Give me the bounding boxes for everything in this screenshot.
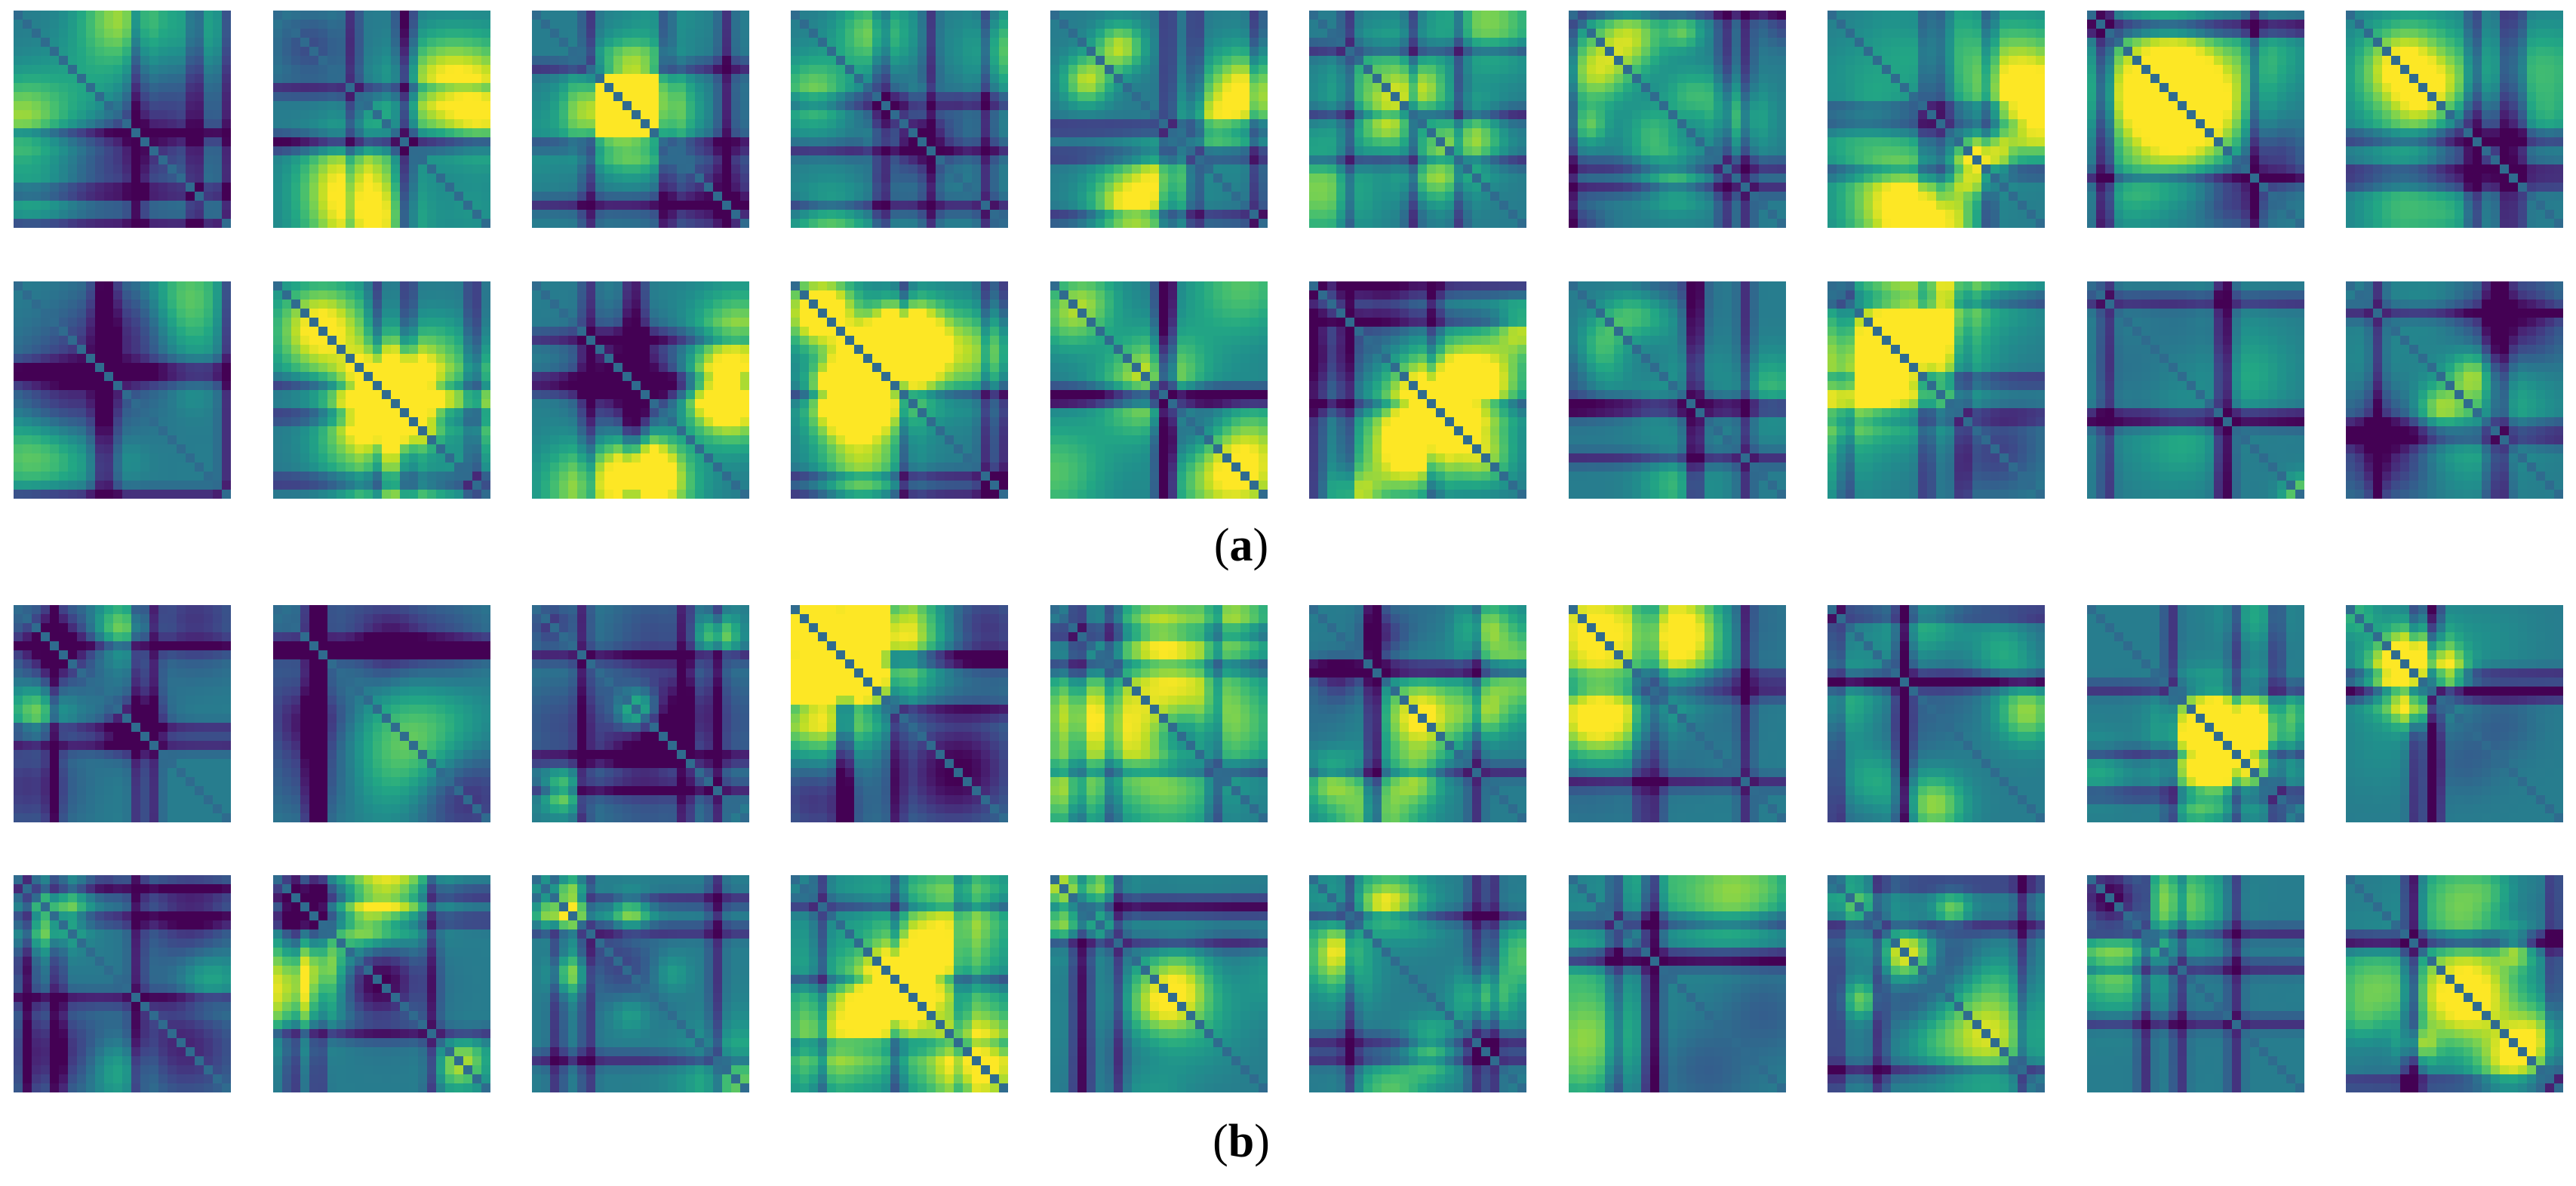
panel-a-caption: (a) — [1166, 522, 1317, 569]
heatmap-tile-a-r2-c7 — [1569, 281, 1786, 499]
heatmap-tile-a-r2-c10 — [2346, 281, 2563, 499]
heatmap-tile-a-r2-c3 — [532, 281, 749, 499]
heatmap-tile-a-r2-c4 — [791, 281, 1008, 499]
heatmap-tile-b-r2-c4 — [791, 875, 1008, 1092]
heatmap-tile-a-r2-c9 — [2087, 281, 2304, 499]
heatmap-tile-b-r2-c6 — [1309, 875, 1526, 1092]
heatmap-tile-b-r2-c8 — [1827, 875, 2045, 1092]
heatmap-tile-a-r1-c8 — [1827, 11, 2045, 228]
heatmap-tile-b-r1-c7 — [1569, 605, 1786, 822]
heatmap-tile-a-r2-c5 — [1050, 281, 1268, 499]
heatmap-tile-a-r2-c2 — [273, 281, 490, 499]
heatmap-tile-b-r2-c2 — [273, 875, 490, 1092]
heatmap-tile-b-r1-c8 — [1827, 605, 2045, 822]
heatmap-tile-a-r2-c1 — [14, 281, 231, 499]
heatmap-tile-a-r1-c10 — [2346, 11, 2563, 228]
heatmap-tile-b-r1-c1 — [14, 605, 231, 822]
heatmap-tile-a-r2-c6 — [1309, 281, 1526, 499]
heatmap-tile-b-r2-c9 — [2087, 875, 2304, 1092]
heatmap-tile-b-r2-c10 — [2346, 875, 2563, 1092]
heatmap-tile-b-r2-c7 — [1569, 875, 1786, 1092]
heatmap-tile-b-r1-c2 — [273, 605, 490, 822]
panel-b-caption: (b) — [1166, 1118, 1317, 1165]
heatmap-tile-b-r1-c4 — [791, 605, 1008, 822]
heatmap-tile-a-r1-c4 — [791, 11, 1008, 228]
heatmap-tile-b-r1-c9 — [2087, 605, 2304, 822]
heatmap-tile-a-r2-c8 — [1827, 281, 2045, 499]
heatmap-tile-b-r1-c6 — [1309, 605, 1526, 822]
heatmap-tile-a-r1-c5 — [1050, 11, 1268, 228]
heatmap-tile-a-r1-c6 — [1309, 11, 1526, 228]
heatmap-tile-b-r1-c3 — [532, 605, 749, 822]
heatmap-tile-b-r1-c10 — [2346, 605, 2563, 822]
heatmap-tile-b-r2-c1 — [14, 875, 231, 1092]
heatmap-tile-a-r1-c9 — [2087, 11, 2304, 228]
heatmap-tile-b-r1-c5 — [1050, 605, 1268, 822]
heatmap-tile-a-r1-c1 — [14, 11, 231, 228]
heatmap-tile-b-r2-c3 — [532, 875, 749, 1092]
heatmap-tile-a-r1-c2 — [273, 11, 490, 228]
heatmap-tile-a-r1-c7 — [1569, 11, 1786, 228]
heatmap-tile-b-r2-c5 — [1050, 875, 1268, 1092]
heatmap-tile-a-r1-c3 — [532, 11, 749, 228]
